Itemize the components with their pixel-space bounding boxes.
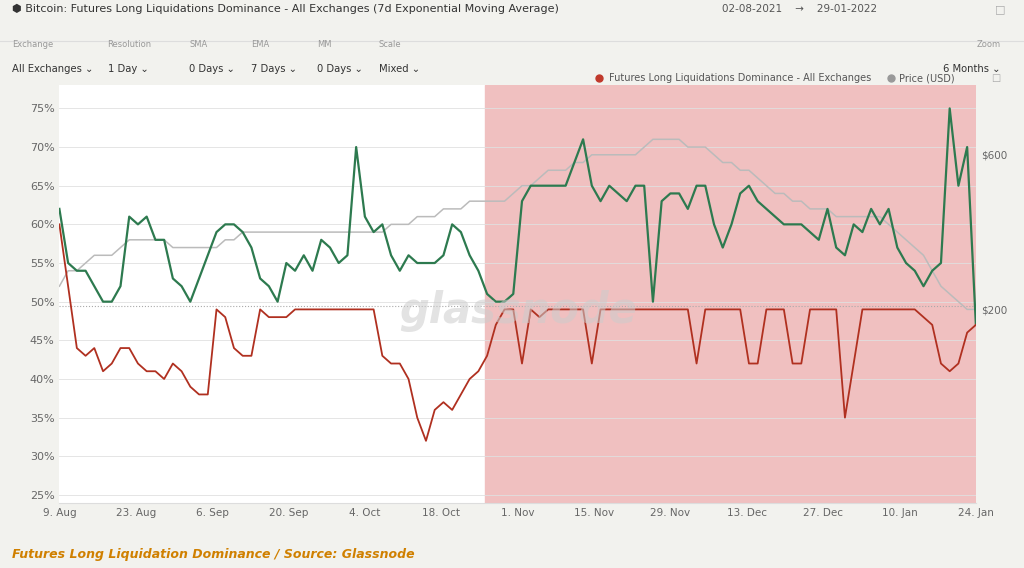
Text: Exchange: Exchange	[12, 40, 53, 48]
Text: Futures Long Liquidations Dominance - All Exchanges: Futures Long Liquidations Dominance - Al…	[609, 73, 871, 83]
Text: ⬢ Bitcoin: Futures Long Liquidations Dominance - All Exchanges (7d Exponential M: ⬢ Bitcoin: Futures Long Liquidations Dom…	[12, 4, 559, 14]
Text: 1 Day ⌄: 1 Day ⌄	[108, 64, 148, 74]
Bar	[484, 85, 976, 503]
Text: All Exchanges ⌄: All Exchanges ⌄	[12, 64, 93, 74]
Text: Zoom: Zoom	[976, 40, 1000, 48]
Text: 6 Months ⌄: 6 Months ⌄	[943, 64, 1000, 74]
Text: 0 Days ⌄: 0 Days ⌄	[317, 64, 364, 74]
Text: EMA: EMA	[251, 40, 269, 48]
Text: Price (USD): Price (USD)	[899, 73, 954, 83]
Text: glassnode: glassnode	[398, 290, 637, 332]
Text: 0 Days ⌄: 0 Days ⌄	[189, 64, 236, 74]
Text: Mixed ⌄: Mixed ⌄	[379, 64, 420, 74]
Text: 02-08-2021    →    29-01-2022: 02-08-2021 → 29-01-2022	[722, 4, 877, 14]
Text: □: □	[995, 4, 1006, 14]
Text: Futures Long Liquidation Dominance / Source: Glassnode: Futures Long Liquidation Dominance / Sou…	[12, 548, 415, 561]
Text: □: □	[991, 73, 1000, 83]
Text: Resolution: Resolution	[108, 40, 152, 48]
Text: SMA: SMA	[189, 40, 208, 48]
Text: MM: MM	[317, 40, 332, 48]
Text: Scale: Scale	[379, 40, 401, 48]
Text: 7 Days ⌄: 7 Days ⌄	[251, 64, 297, 74]
